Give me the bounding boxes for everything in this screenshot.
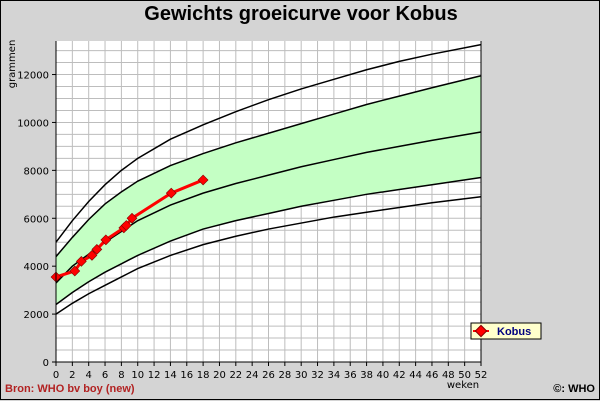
x-tick-label: 38	[360, 370, 373, 381]
x-tick-label: 34	[328, 370, 341, 381]
reference-curve-2	[55, 75, 482, 258]
x-tick-label: 48	[442, 370, 455, 381]
band-area	[56, 75, 481, 305]
x-tick-label: 12	[148, 370, 161, 381]
reference-curve-4	[55, 176, 482, 306]
x-tick-label: 22	[229, 370, 242, 381]
x-tick-label: 50	[458, 370, 471, 381]
source-note: Bron: WHO bv boy (new)	[5, 383, 135, 395]
data-point	[100, 234, 112, 246]
y-tick-label: 0	[43, 358, 49, 369]
x-tick-label: 40	[377, 370, 390, 381]
x-tick-label: 30	[295, 370, 308, 381]
y-tick-label: 8000	[24, 166, 49, 177]
chart-title: Gewichts groeicurve voor Kobus	[144, 3, 457, 25]
x-tick-label: 18	[197, 370, 210, 381]
y-tick-label: 12000	[17, 71, 49, 82]
y-tick-label: 6000	[24, 214, 49, 225]
x-tick-label: 6	[102, 370, 108, 381]
legend-marker	[474, 324, 488, 338]
reference-curve-5	[55, 195, 482, 315]
x-tick-label: 46	[426, 370, 439, 381]
x-tick-label: 2	[69, 370, 75, 381]
y-axis-title: grammen	[7, 40, 18, 89]
axes	[52, 41, 482, 366]
x-tick-label: 20	[213, 370, 226, 381]
data-point	[69, 265, 81, 277]
legend-box	[470, 322, 542, 340]
reference-band	[56, 75, 481, 305]
data-point	[91, 244, 103, 255]
data-point	[197, 174, 209, 186]
x-tick-label: 26	[262, 370, 275, 381]
legend-label-kobus: Kobus	[497, 326, 531, 338]
data-point	[126, 212, 138, 224]
x-tick-label: 32	[311, 370, 324, 381]
x-tick-label: 44	[409, 370, 422, 381]
x-tick-label: 0	[53, 370, 59, 381]
x-tick-label: 52	[475, 370, 488, 381]
data-point	[120, 220, 132, 231]
y-tick-label: 2000	[24, 310, 49, 321]
y-tick-label: 10000	[17, 118, 49, 129]
x-tick-label: 36	[344, 370, 357, 381]
x-tick-label: 4	[86, 370, 92, 381]
copyright-note: ©: WHO	[553, 383, 595, 395]
data-point	[86, 250, 98, 261]
x-tick-label: 8	[118, 370, 124, 381]
x-tick-label: 14	[164, 370, 177, 381]
x-tick-label: 24	[246, 370, 259, 381]
reference-curve-1	[55, 43, 482, 243]
tick-labels: 0 2 4 6 8 10 12 14 16 18 20 22 24 26 28 30 32 34 36 38 40 42 4…	[17, 71, 487, 381]
x-tick-label: 16	[180, 370, 193, 381]
x-tick-label: 28	[278, 370, 291, 381]
legend: Kobus	[470, 322, 542, 340]
x-tick-label: 42	[393, 370, 406, 381]
x-tick-label: 10	[131, 370, 144, 381]
series-kobus	[50, 174, 209, 283]
x-axis-title: weken	[447, 380, 479, 391]
data-point	[165, 187, 177, 199]
y-tick-label: 4000	[24, 262, 49, 273]
data-point	[75, 256, 87, 267]
